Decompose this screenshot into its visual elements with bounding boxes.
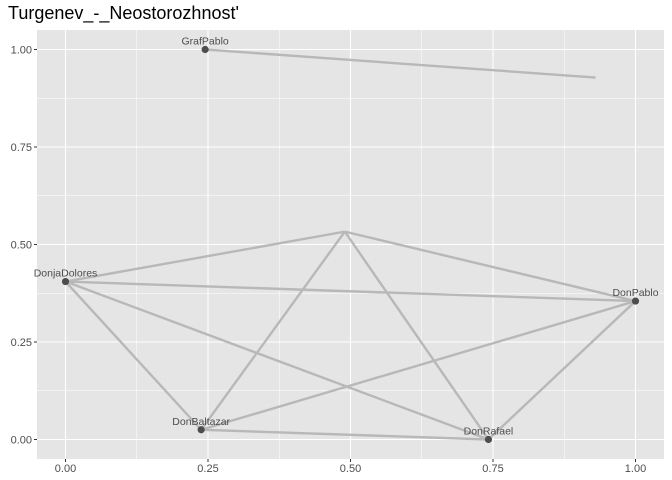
node-label: DonPablo — [612, 287, 658, 299]
network-edge — [344, 230, 636, 303]
x-tick-label: 0.75 — [482, 463, 503, 475]
y-tick-label: 0.75 — [11, 142, 32, 154]
y-tick-label: 0.50 — [11, 240, 32, 252]
network-edge — [205, 48, 596, 79]
x-axis: 0.00 0.25 0.50 0.75 1.00 — [55, 459, 646, 475]
node-label: DonRafael — [464, 426, 514, 438]
x-tick-label: 0.50 — [340, 463, 361, 475]
network-edge — [64, 280, 203, 431]
network-edges — [64, 48, 637, 441]
x-tick-label: 0.00 — [55, 463, 76, 475]
network-edge — [200, 230, 346, 431]
node-label: DonBaltazar — [172, 416, 230, 428]
y-tick-label: 0.00 — [11, 435, 32, 447]
network-node — [631, 297, 640, 305]
y-tick-label: 1.00 — [11, 45, 32, 57]
network-nodes — [61, 45, 640, 444]
chart-title: Turgenev_-_Neostorozhnost' — [8, 3, 239, 23]
network-edge — [65, 230, 346, 283]
y-tick-label: 0.25 — [11, 337, 32, 349]
y-axis: 0.00 0.25 0.50 0.75 1.00 — [11, 45, 37, 447]
x-tick-label: 0.25 — [197, 463, 218, 475]
network-node — [201, 45, 209, 54]
network-edge — [200, 299, 636, 431]
node-label: DonjaDolores — [34, 268, 98, 280]
network-edge — [201, 428, 489, 441]
network-node — [61, 277, 70, 286]
network-edge — [65, 280, 489, 441]
network-edge — [487, 300, 637, 441]
x-tick-label: 1.00 — [625, 463, 646, 475]
node-labels: GrafPablo DonjaDolores DonPablo DonBaltazar… — [34, 36, 659, 438]
network-edge — [343, 230, 490, 441]
network-node — [197, 426, 205, 434]
network-edge — [65, 280, 636, 303]
network-node — [484, 435, 493, 444]
major-gridlines — [37, 30, 664, 459]
node-label: GrafPablo — [182, 36, 229, 48]
